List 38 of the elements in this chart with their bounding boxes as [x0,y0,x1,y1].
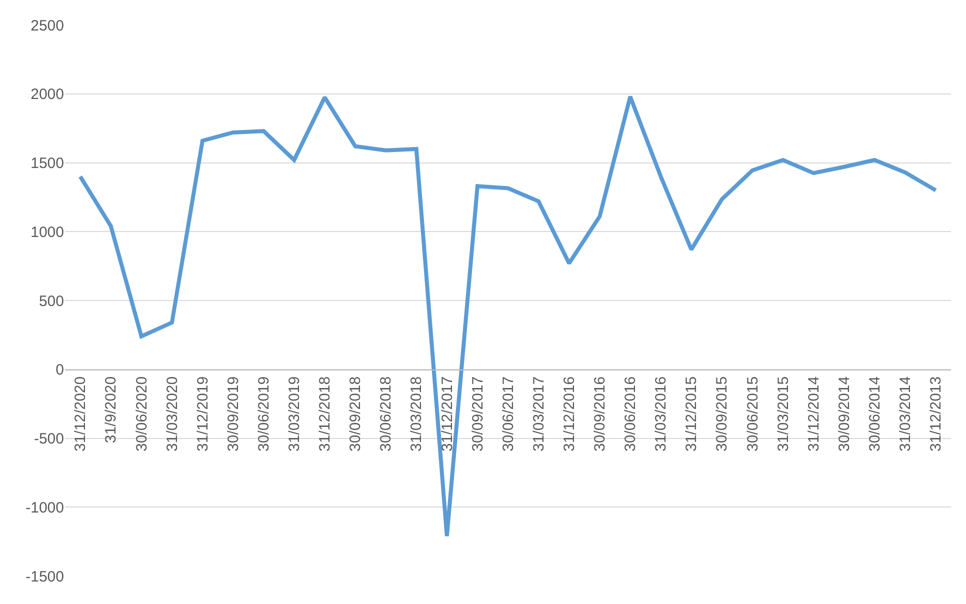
x-tick-label: 30/06/2018 [378,376,395,452]
y-tick-label: 2000 [30,86,64,104]
x-tick-label: 30/06/2015 [744,376,762,452]
x-tick-label: 31/12/2017 [438,376,456,452]
x-tick-label: 31/03/2014 [897,376,914,452]
x-tick-label: 31/9/2020 [102,376,120,444]
x-tick-label: 30/09/2019 [224,376,242,452]
x-tick-label: 31/03/2019 [286,376,304,452]
x-tick-label: 30/06/2019 [255,376,272,452]
x-tick-label: 31/03/2018 [408,376,426,452]
x-tick-label: 31/03/2017 [530,376,548,452]
y-tick-label: 2500 [30,17,64,34]
x-tick-label: 31/12/2013 [928,376,945,452]
x-tick-label: 31/03/2020 [164,376,181,452]
x-tick-label: 31/12/2016 [560,376,578,452]
x-tick-label: 30/09/2017 [469,376,486,452]
x-tick-label: 30/09/2015 [714,376,731,452]
x-tick-label: 31/12/2018 [316,376,334,452]
y-tick-label: 0 [56,362,64,379]
y-tick-label: 1500 [30,155,64,172]
x-tick-label: 30/06/2020 [133,376,150,452]
y-tick-label: 1000 [30,224,64,241]
x-tick-label: 30/09/2014 [836,376,853,452]
y-tick-label: 500 [38,292,64,310]
x-tick-label: 30/09/2016 [592,376,609,452]
y-tick-label: -1000 [26,499,64,516]
x-tick-label: 30/09/2018 [347,376,364,452]
y-tick-label: -500 [34,430,64,448]
x-tick-label: 30/06/2014 [866,376,884,452]
x-tick-label: 31/03/2016 [652,376,670,452]
x-tick-label: 31/12/2015 [683,376,700,452]
y-tick-label: -1500 [26,568,64,586]
x-tick-label: 31/12/2020 [72,376,90,452]
x-tick-label: 30/06/2016 [622,376,640,452]
x-tick-label: 31/12/2014 [805,376,822,452]
x-tick-label: 31/12/2019 [194,376,212,452]
x-tick-label: 31/03/2015 [774,376,792,452]
x-tick-label: 30/06/2017 [500,376,517,452]
